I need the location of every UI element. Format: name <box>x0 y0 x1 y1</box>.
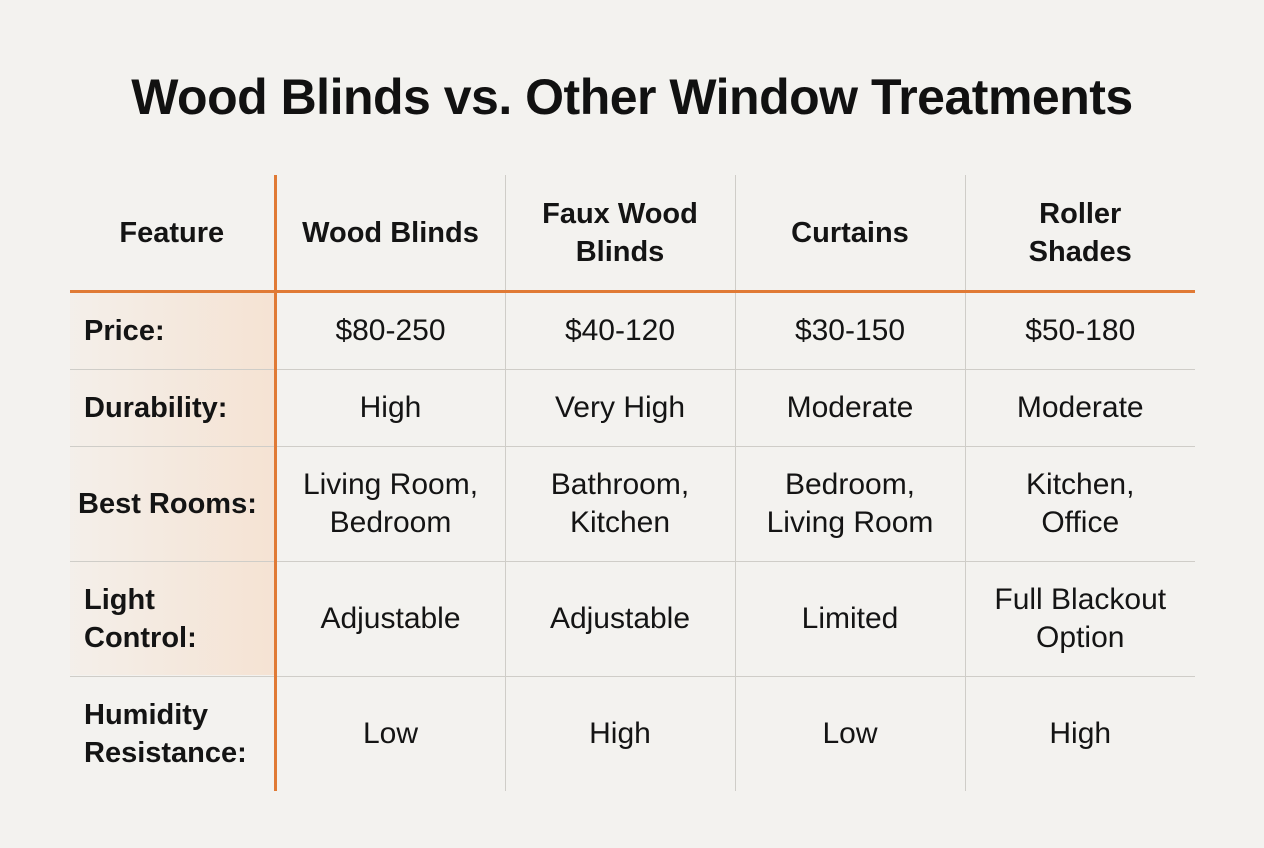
header-feature: Feature <box>70 175 277 293</box>
table-cell: Very High <box>505 369 736 447</box>
table-row-light-control: Light Control: Adjustable Adjustable Lim… <box>70 561 1195 677</box>
page-title: Wood Blinds vs. Other Window Treatments <box>131 69 1133 125</box>
table-cell: High <box>505 676 736 791</box>
header-wood-blinds: Wood Blinds <box>275 175 506 293</box>
table-cell: Low <box>275 676 506 791</box>
table-cell: $30-150 <box>735 291 966 370</box>
table-cell: Kitchen, Office <box>965 446 1195 562</box>
table-row-humidity-resistance: Humidity Resistance: Low High Low High <box>70 676 1195 791</box>
table-cell: Adjustable <box>505 561 736 677</box>
table-row-price: Price: $80-250 $40-120 $30-150 $50-180 <box>70 291 1195 370</box>
table-cell: High <box>275 369 506 447</box>
header-faux-wood-blinds: Faux Wood Blinds <box>505 175 736 293</box>
table-cell: High <box>1049 717 1112 750</box>
table-cell: Moderate <box>735 369 966 447</box>
table-header-row: Feature Wood Blinds Faux Wood Blinds Cur… <box>70 175 1195 293</box>
table-cell: Moderate <box>965 369 1195 447</box>
table-row-best-rooms: Best Rooms: Living Room, Bedroom Bathroo… <box>70 446 1195 562</box>
table-cell: Limited <box>735 561 966 677</box>
table-cell: Low <box>735 676 966 791</box>
table-cell: Adjustable <box>275 561 506 677</box>
table-cell: $80-250 <box>275 291 506 370</box>
header-curtains: Curtains <box>735 175 966 293</box>
row-label: Price: <box>70 291 277 370</box>
table-cell: Full Blackout Option <box>965 561 1195 677</box>
table-row-durability: Durability: High Very High Moderate Mode… <box>70 369 1195 447</box>
row-label: Durability: <box>70 369 277 447</box>
comparison-table: Feature Wood Blinds Faux Wood Blinds Cur… <box>70 175 1195 791</box>
table-cell: Bedroom, Living Room <box>735 446 966 562</box>
table-cell: Living Room, Bedroom <box>275 446 506 562</box>
table-cell: $50-180 <box>965 291 1195 370</box>
row-label: Light Control: <box>70 561 277 677</box>
comparison-table-container: Feature Wood Blinds Faux Wood Blinds Cur… <box>70 175 1195 791</box>
table-cell: $40-120 <box>505 291 736 370</box>
row-label: Best Rooms: <box>70 446 277 562</box>
header-roller-shades: Roller Shades <box>965 175 1195 293</box>
table-cell: Bathroom, Kitchen <box>505 446 736 562</box>
row-label: Humidity Resistance: <box>70 676 277 791</box>
